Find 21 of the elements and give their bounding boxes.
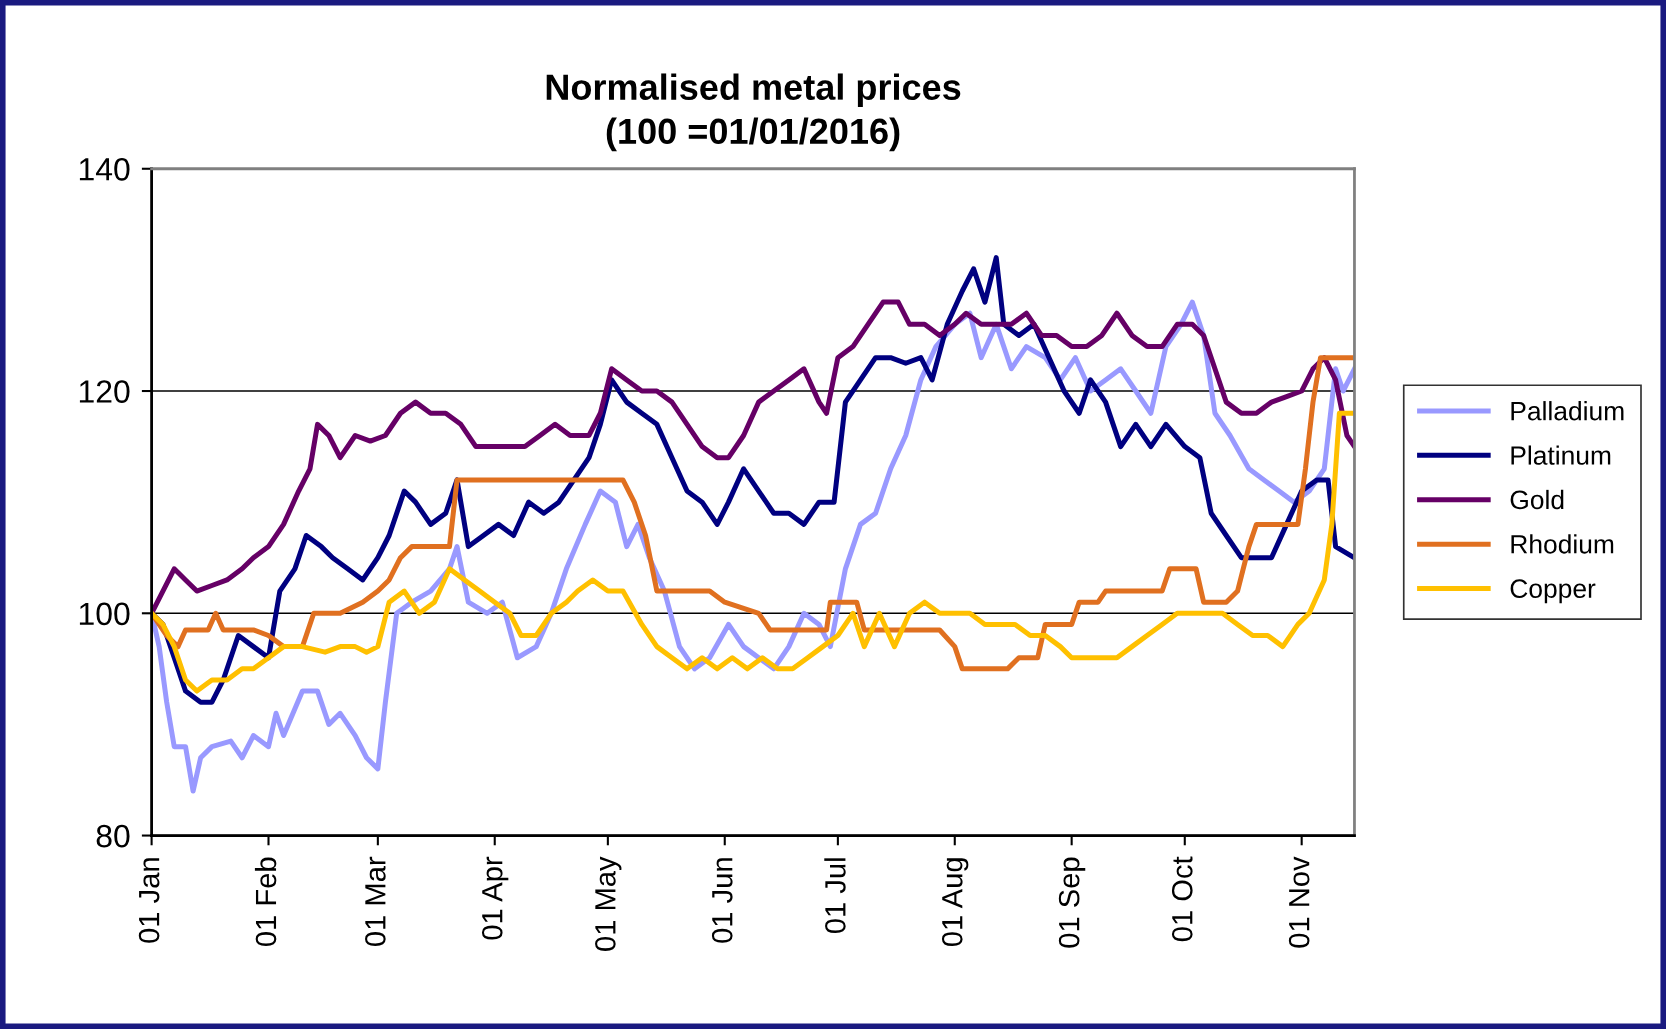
legend-label: Gold [1510, 489, 1564, 510]
x-tick-label: 01 Apr [481, 856, 509, 940]
legend-label: Rhodium [1511, 534, 1614, 554]
x-tick-label: 01 Feb [254, 857, 277, 947]
x-tick-label: 01 Mar [365, 856, 386, 947]
x-tick-label: 01 Nov [1288, 856, 1310, 948]
x-tick-label: 01 May [595, 856, 622, 951]
y-tick-label: 100 [79, 602, 130, 626]
y-tick-label: 140 [79, 158, 130, 181]
legend-label: Platinum [1511, 445, 1611, 465]
x-tick-label: 01 Jun [711, 858, 733, 943]
y-tick-label: 120 [79, 380, 130, 403]
x-tick-label: 01 Sep [1058, 857, 1086, 948]
x-tick-label: 01 Oct [1171, 856, 1193, 942]
x-tick-label: 01 Aug [941, 858, 969, 947]
legend-label: Copper [1510, 579, 1596, 604]
y-tick-label: 80 [96, 824, 130, 848]
chart-title: Normalised metal prices (100 =01/01/2016) [546, 73, 961, 152]
x-tick-label: 01 Jul [824, 858, 846, 934]
x-tick-label: 01 Jan [138, 858, 160, 943]
legend-label: Palladium [1511, 401, 1624, 421]
